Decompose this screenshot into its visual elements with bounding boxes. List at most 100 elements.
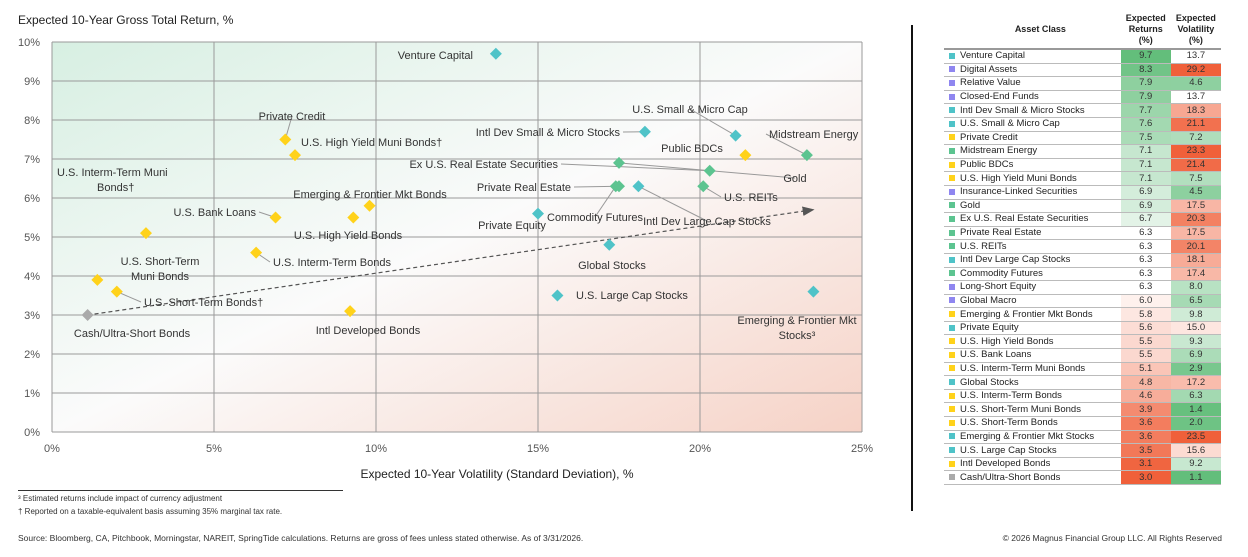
data-point <box>110 285 123 298</box>
asset-name: Emerging & Frontier Mkt Bonds <box>960 307 1121 322</box>
asset-name: Intl Developed Bonds <box>960 457 1121 472</box>
expected-volatility: 15.6 <box>1170 443 1221 458</box>
point-label: Commodity Futures <box>547 212 643 224</box>
expected-return: 5.6 <box>1120 321 1171 336</box>
group-color-square <box>944 49 961 64</box>
data-point <box>489 47 502 60</box>
data-point <box>81 309 94 321</box>
expected-volatility: 18.3 <box>1170 103 1221 118</box>
data-point <box>279 133 292 146</box>
x-tick-label: 0% <box>44 443 60 455</box>
point-label: Global Stocks <box>578 260 646 272</box>
point-label-line: Bonds† <box>97 182 134 194</box>
asset-name: U.S. High Yield Bonds <box>960 334 1121 350</box>
table-row: Public BDCs 7.1 21.4 <box>944 158 1221 173</box>
table-row: Midstream Energy 7.1 23.3 <box>944 144 1221 159</box>
copyright: © 2026 Magnus Financial Group LLC. All R… <box>1002 533 1222 543</box>
asset-name: U.S. Short-Term Muni Bonds <box>960 402 1121 418</box>
expected-volatility: 2.0 <box>1170 416 1221 431</box>
expected-volatility: 29.2 <box>1170 63 1221 78</box>
expected-volatility: 18.1 <box>1170 253 1221 268</box>
expected-return: 3.6 <box>1120 416 1171 431</box>
asset-name: U.S. Small & Micro Cap <box>960 117 1121 132</box>
y-tick-label: 3% <box>24 310 40 322</box>
expected-return: 3.6 <box>1120 430 1171 445</box>
expected-volatility: 17.5 <box>1170 199 1221 214</box>
group-color-square <box>944 416 961 431</box>
asset-name: Midstream Energy <box>960 144 1121 159</box>
expected-return: 4.6 <box>1120 389 1171 404</box>
table-row: Digital Assets 8.3 29.2 <box>944 63 1221 78</box>
expected-return: 6.3 <box>1120 253 1171 268</box>
expected-return: 5.5 <box>1120 334 1171 350</box>
asset-name: U.S. REITs <box>960 239 1121 254</box>
leader-line <box>560 163 710 172</box>
expected-volatility: 17.4 <box>1170 267 1221 282</box>
table-row: Ex U.S. Real Estate Securities 6.7 20.3 <box>944 212 1221 227</box>
expected-return: 6.7 <box>1120 212 1171 227</box>
data-point <box>551 289 564 302</box>
point-label: U.S. Short-Term Bonds† <box>144 297 263 309</box>
chart-title: Expected 10-Year Gross Total Return, % <box>18 13 234 27</box>
group-color-square <box>944 158 961 173</box>
group-color-square <box>944 144 961 159</box>
asset-class-table: Asset Class Expected Returns (%) Expecte… <box>944 13 1221 485</box>
y-tick-label: 0% <box>24 427 40 439</box>
trend-arrow <box>87 206 815 316</box>
expected-volatility: 9.3 <box>1170 334 1221 350</box>
expected-volatility: 6.9 <box>1170 348 1221 363</box>
expected-return: 6.9 <box>1120 199 1171 214</box>
asset-name: Private Equity <box>960 321 1121 336</box>
expected-volatility: 4.5 <box>1170 185 1221 200</box>
group-color-square <box>944 253 961 268</box>
table-row: U.S. Interm-Term Bonds 4.6 6.3 <box>944 389 1221 404</box>
expected-volatility: 6.5 <box>1170 294 1221 309</box>
y-tick-label: 9% <box>24 76 40 88</box>
expected-volatility: 9.8 <box>1170 307 1221 322</box>
point-label: Intl Dev Small & Micro Stocks <box>476 127 621 139</box>
expected-return: 3.0 <box>1120 470 1171 485</box>
expected-return: 7.5 <box>1120 131 1171 146</box>
expected-return: 7.1 <box>1120 144 1171 159</box>
expected-return: 6.3 <box>1120 280 1171 295</box>
table-row: Gold 6.9 17.5 <box>944 199 1221 214</box>
point-label: U.S. Bank Loans <box>173 207 256 219</box>
asset-name: Public BDCs <box>960 158 1121 173</box>
expected-return: 6.3 <box>1120 226 1171 241</box>
group-color-square <box>944 117 961 132</box>
expected-volatility: 17.5 <box>1170 226 1221 241</box>
data-point <box>344 305 357 318</box>
asset-name: Relative Value <box>960 76 1121 91</box>
y-tick-label: 10% <box>18 37 40 49</box>
divider <box>911 25 913 511</box>
table-row: Intl Developed Bonds 3.1 9.2 <box>944 457 1221 472</box>
y-tick-label: 6% <box>24 193 40 205</box>
point-label: U.S. High Yield Muni Bonds† <box>301 137 442 149</box>
asset-name: U.S. Large Cap Stocks <box>960 443 1121 458</box>
group-color-square <box>944 375 961 390</box>
asset-name: Venture Capital <box>960 49 1121 64</box>
table-row: Private Credit 7.5 7.2 <box>944 131 1221 146</box>
leader-line <box>765 133 808 156</box>
data-point <box>729 129 742 142</box>
expected-volatility: 15.0 <box>1170 321 1221 336</box>
table-row: U.S. High Yield Muni Bonds 7.1 7.5 <box>944 171 1221 186</box>
point-label-line: U.S. Interm-Term Muni <box>57 167 168 179</box>
footnote-currency: ³ Estimated returns include impact of cu… <box>18 494 223 503</box>
asset-name: Gold <box>960 199 1121 214</box>
leader-line <box>689 108 736 137</box>
expected-volatility: 23.5 <box>1170 430 1221 445</box>
asset-name: U.S. Bank Loans <box>960 348 1121 363</box>
data-point <box>807 285 820 298</box>
asset-name: U.S. Interm-Term Muni Bonds <box>960 362 1121 377</box>
expected-return: 5.5 <box>1120 348 1171 363</box>
group-color-square <box>944 199 961 214</box>
y-tick-label: 1% <box>24 388 40 400</box>
asset-name: Closed-End Funds <box>960 90 1121 105</box>
table-row: Intl Dev Small & Micro Stocks 7.7 18.3 <box>944 103 1221 118</box>
asset-name: Intl Dev Large Cap Stocks <box>960 253 1121 268</box>
group-color-square <box>944 307 961 322</box>
point-label: Intl Dev Large Cap Stocks <box>643 216 771 228</box>
expected-return: 7.9 <box>1120 90 1171 105</box>
expected-return: 9.7 <box>1120 49 1171 64</box>
